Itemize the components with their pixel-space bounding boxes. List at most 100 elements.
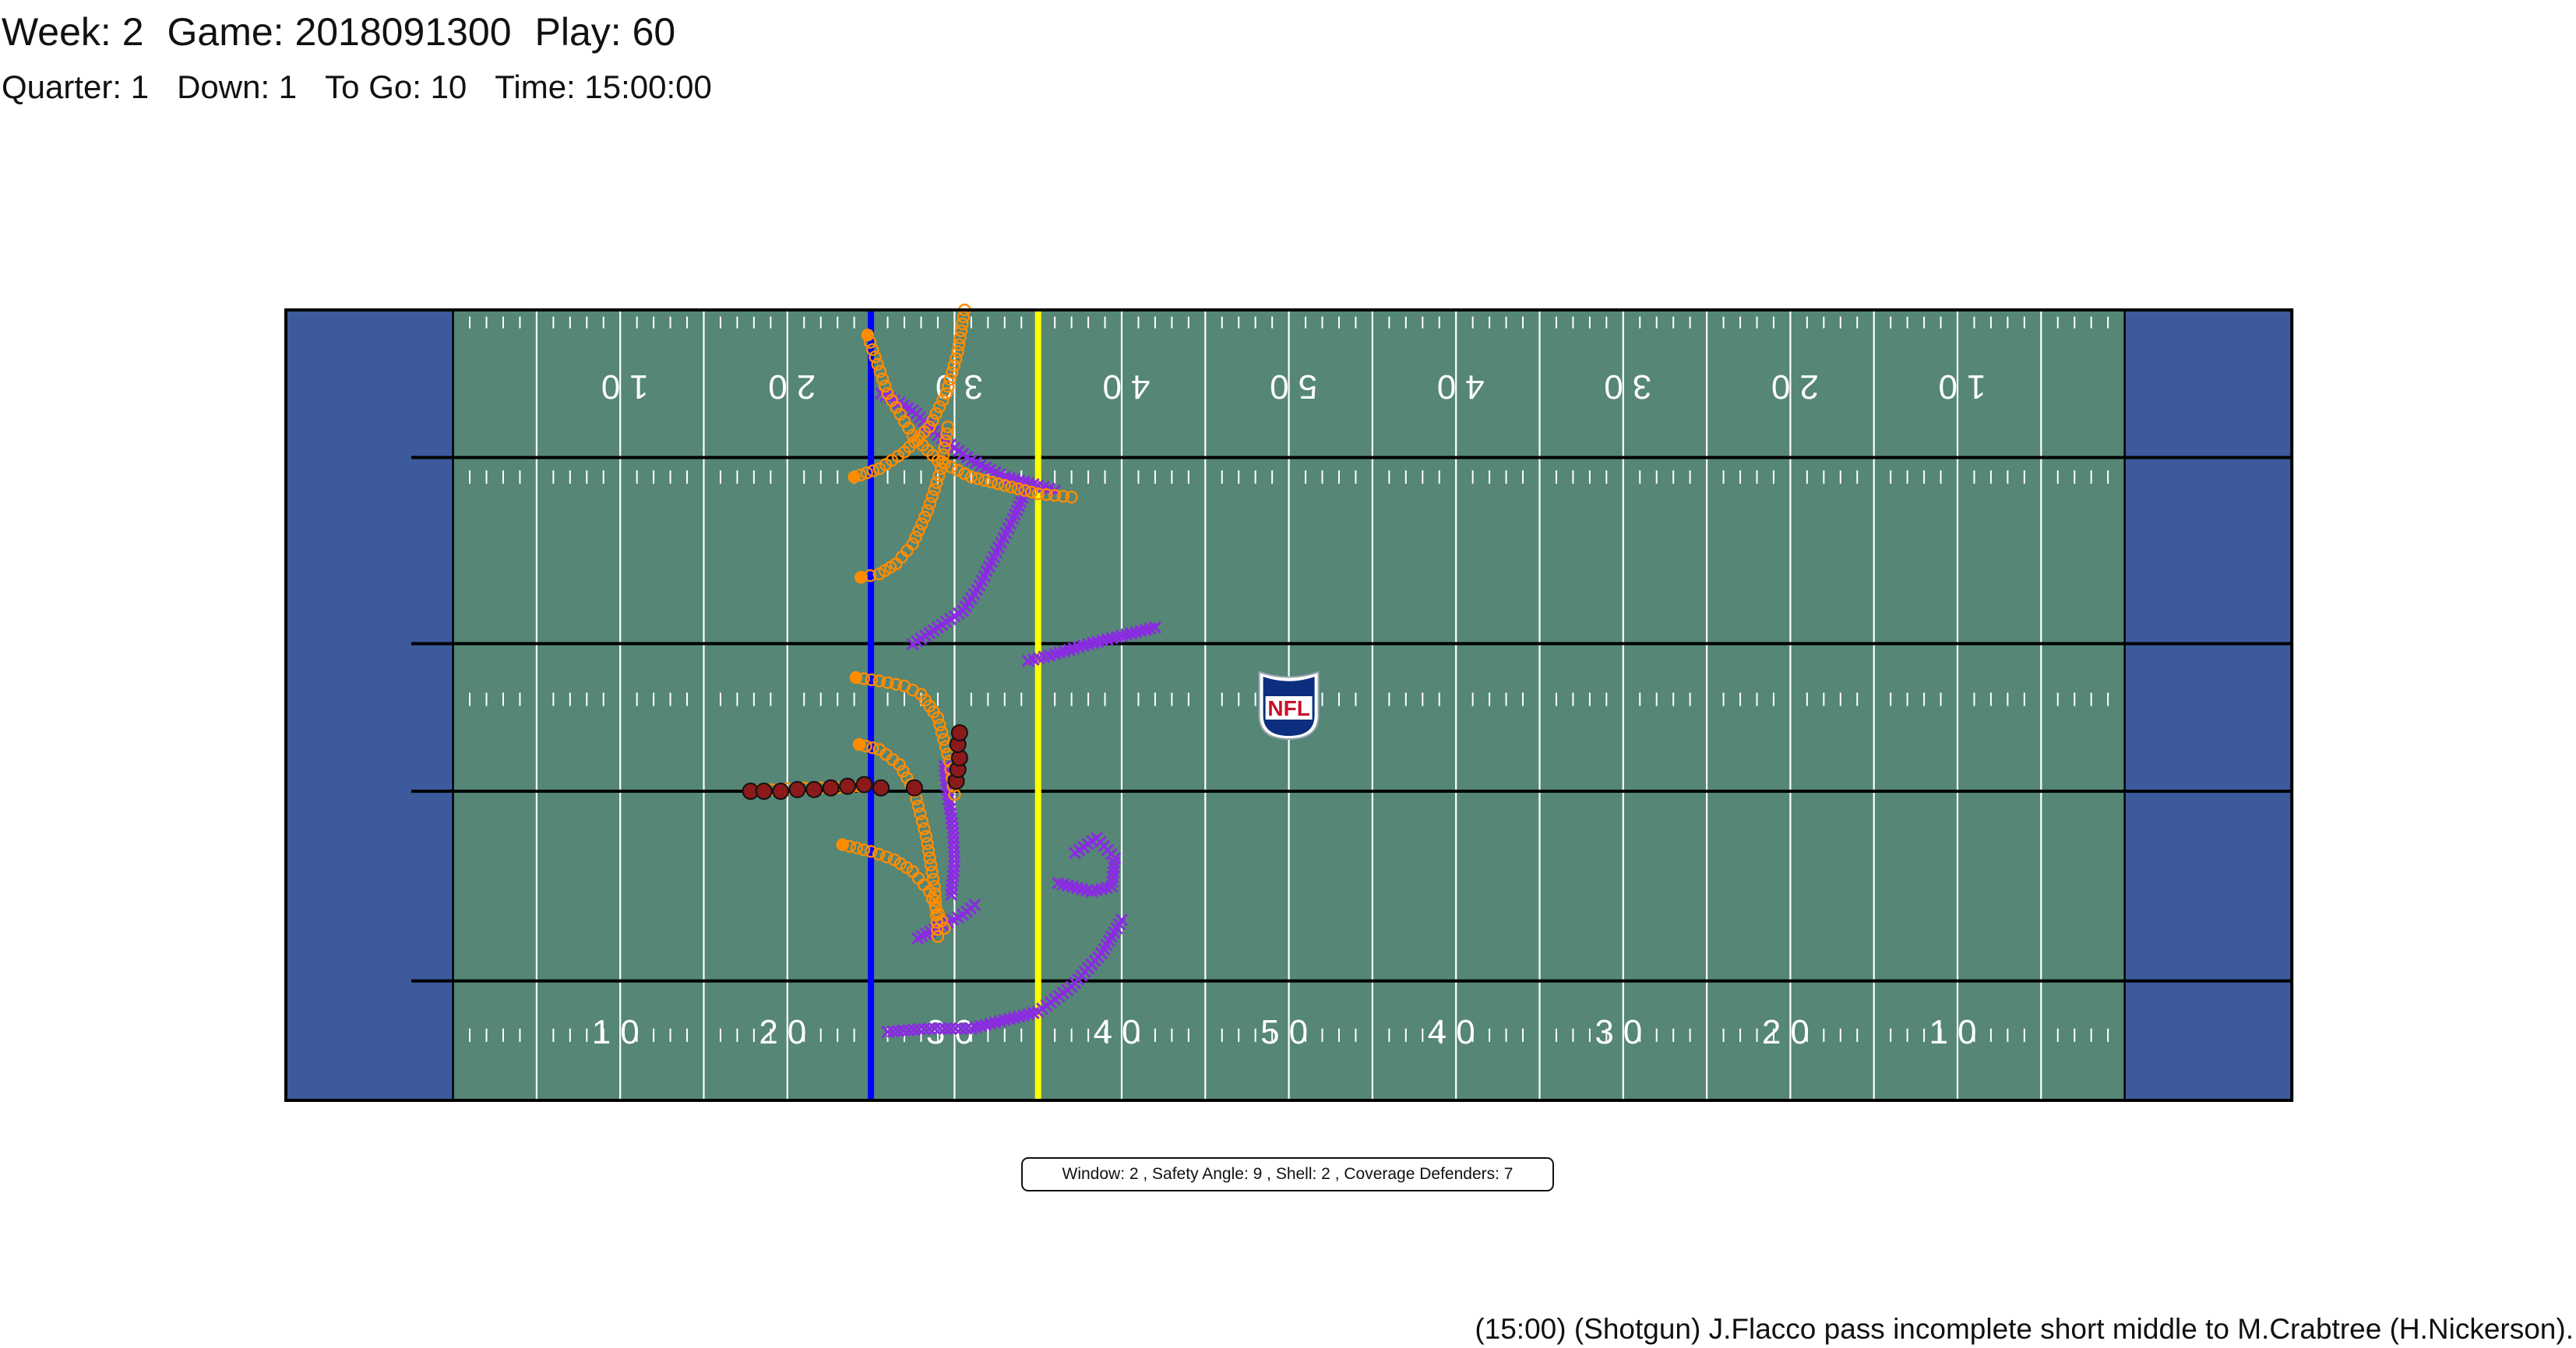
yard-number-top: 30: [926, 368, 983, 406]
offense-position-marker: [923, 497, 937, 510]
football-track: [742, 723, 968, 801]
offense-position-marker: [923, 885, 936, 899]
offense-position-marker: [937, 733, 950, 746]
football-position-marker: [950, 723, 968, 741]
offense-position-marker: [936, 448, 950, 462]
down-label: Down: 1: [177, 69, 298, 105]
offense-position-marker: [900, 771, 914, 785]
defense-position-marker: [947, 836, 960, 849]
offense-position-marker: [869, 350, 882, 364]
offense-position-marker: [941, 421, 955, 434]
yard-number-top: 10: [592, 368, 649, 406]
offense-position-marker: [928, 483, 941, 496]
offense-position-marker: [891, 449, 905, 463]
yard-lines: [452, 310, 2126, 1100]
defense-position-marker: [954, 1022, 967, 1035]
offense-position-marker: [953, 331, 967, 344]
right-endzone: [2124, 310, 2292, 1100]
offense-position-marker: [991, 477, 1005, 491]
defense-position-marker: [946, 822, 960, 835]
offense-position-marker: [940, 427, 953, 441]
offense-position-marker: [1031, 487, 1045, 501]
defense-position-marker: [949, 1022, 962, 1035]
offense-position-marker: [938, 921, 951, 935]
offense-position-marker: [915, 815, 929, 828]
offense-position-marker: [911, 800, 925, 813]
offense-position-marker: [1018, 484, 1031, 497]
defense-position-marker: [933, 1022, 946, 1035]
offense-position-marker: [921, 836, 934, 850]
offense-position-marker: [925, 892, 939, 906]
field-border: [284, 308, 2294, 1102]
offense-position-marker: [925, 865, 939, 879]
yard-number-top: 10: [1929, 368, 1986, 406]
left-endzone: [286, 310, 453, 1100]
offense-position-marker: [836, 838, 849, 851]
offense-position-marker: [863, 569, 877, 582]
yard-number-bottom: 20: [759, 1013, 816, 1051]
offense-position-marker: [1040, 487, 1053, 502]
offense-position-marker: [909, 530, 922, 544]
yard-number-bottom: 10: [1929, 1013, 1986, 1051]
play-subheader: Quarter: 1 Down: 1 To Go: 10 Time: 15:00:00: [2, 69, 740, 106]
offense-position-marker: [881, 676, 894, 689]
offense-position-marker: [1048, 489, 1062, 502]
offense-position-marker: [945, 366, 959, 379]
offense-position-marker: [890, 678, 903, 691]
offense-position-marker: [923, 851, 936, 864]
time-label: Time: 15:00:00: [495, 69, 712, 105]
offense-position-marker: [854, 468, 867, 482]
offense-position-marker: [936, 455, 949, 469]
offense-position-marker: [843, 839, 856, 853]
defense-position-marker: [928, 1022, 941, 1035]
offense-position-marker: [872, 847, 886, 861]
offense-position-marker: [978, 473, 992, 487]
offense-position-marker: [1056, 490, 1070, 503]
offense-position-marker: [933, 718, 946, 732]
offense-position-marker: [919, 829, 933, 843]
offense-position-marker: [865, 673, 879, 687]
defense-position-marker: [945, 889, 958, 902]
defense-position-marker: [942, 793, 955, 806]
defense-player-track: [938, 759, 961, 902]
play-label: Play: 60: [534, 10, 676, 54]
offense-position-marker: [890, 400, 903, 414]
offense-position-marker: [952, 338, 966, 351]
offense-position-marker: [872, 674, 886, 688]
football-position-marker: [805, 780, 823, 798]
football-position-marker: [788, 780, 806, 798]
defense-position-marker: [943, 802, 957, 815]
offense-position-marker: [879, 379, 892, 393]
offense-position-marker: [871, 357, 884, 371]
offense-position-marker: [939, 387, 953, 400]
football-position-marker: [755, 783, 773, 801]
offense-player-track: [836, 838, 951, 935]
offense-position-marker: [951, 345, 964, 358]
defense-position-marker: [947, 845, 960, 858]
yard-number-top: 30: [1595, 368, 1651, 406]
defense-position-marker: [944, 807, 957, 820]
defense-player-track: [881, 913, 1129, 1039]
offense-position-marker: [922, 844, 936, 857]
offense-position-marker: [936, 393, 950, 407]
defense-position-marker: [1115, 913, 1129, 927]
offense-position-marker: [926, 872, 940, 886]
offense-position-marker: [897, 414, 911, 428]
offense-position-marker: [958, 467, 971, 480]
coverage-stats-box: Window: 2 , Safety Angle: 9 , Shell: 2 ,…: [1021, 1157, 1554, 1191]
defense-position-marker: [968, 898, 981, 912]
offense-position-marker: [885, 394, 899, 407]
offense-position-marker: [857, 672, 871, 685]
yard-number-top: 20: [759, 368, 816, 406]
offense-position-marker: [859, 739, 872, 753]
offense-position-marker: [930, 476, 943, 489]
offense-position-marker: [893, 758, 906, 771]
offense-position-marker: [929, 899, 943, 913]
offense-position-marker: [1024, 485, 1038, 499]
yard-number-bottom: 50: [1260, 1013, 1317, 1051]
offense-position-marker: [935, 726, 949, 739]
defense-position-marker: [960, 1022, 973, 1035]
offense-position-marker: [943, 373, 957, 386]
football-position-marker: [822, 779, 840, 797]
offense-position-marker: [949, 352, 963, 365]
